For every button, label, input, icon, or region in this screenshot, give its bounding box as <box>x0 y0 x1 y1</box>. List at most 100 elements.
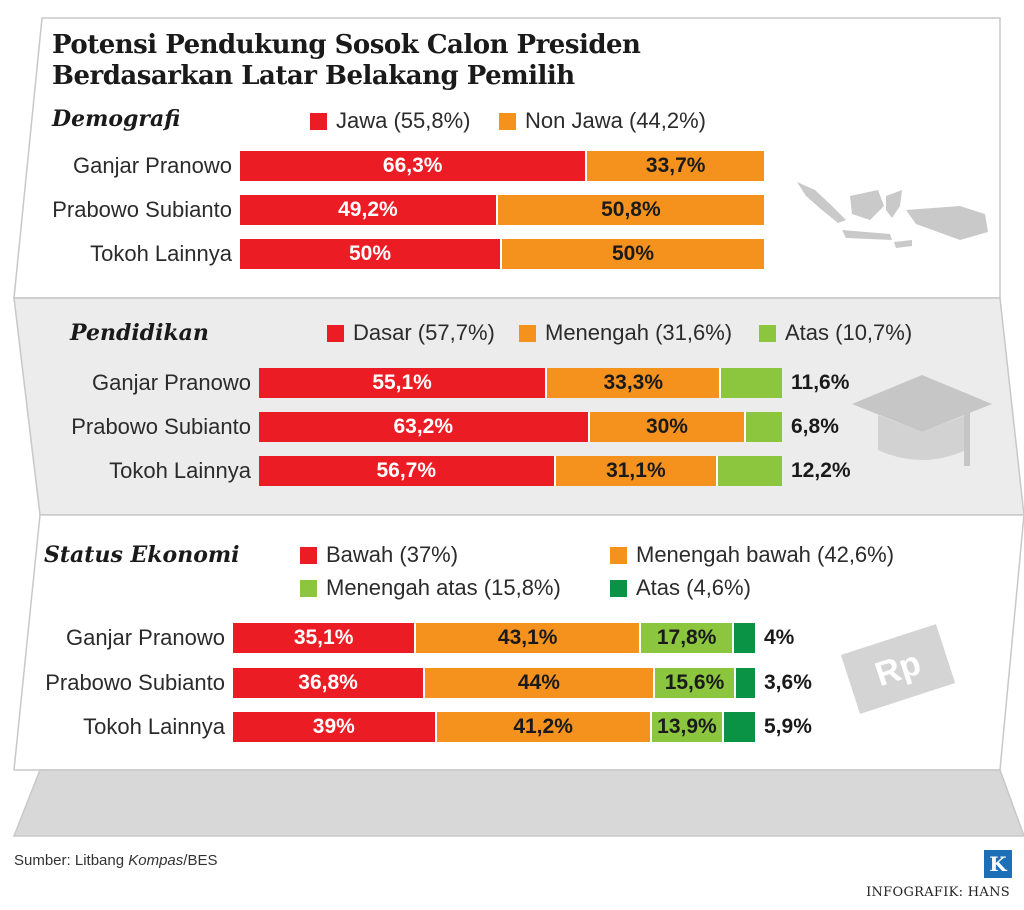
bar-segment-atas <box>736 668 755 698</box>
legend-swatch <box>327 324 344 342</box>
title-line-2: Berdasarkan Latar Belakang Pemilih <box>52 61 575 91</box>
data-label: 55,1% <box>372 371 432 394</box>
bar-segment-dasar: 55,1% <box>259 368 548 398</box>
bar-segment-non-jawa: 50,8% <box>497 195 764 225</box>
legend-label: Bawah (37%) <box>326 542 459 567</box>
data-label: 17,8% <box>656 626 717 649</box>
source-note: Sumber: Litbang Kompas/BES <box>14 852 217 869</box>
legend-item-demografi-1: Non Jawa (44,2%) <box>499 108 706 133</box>
row-label-ganjar-pranowo: Ganjar Pranowo <box>92 370 251 395</box>
title-line-1: Potensi Pendukung Sosok Calon Presiden <box>52 30 641 60</box>
bar-segment-jawa: 49,2% <box>240 195 498 225</box>
legend-label: Dasar (57,7%) <box>353 320 495 345</box>
data-label: 13,9% <box>657 715 717 738</box>
bar-row-prabowo-subianto: 36,8% 44% 15,6% <box>233 668 755 698</box>
data-label: 50% <box>611 242 655 265</box>
legend-swatch <box>610 546 627 564</box>
bar-segment-menengah-bawah: 43,1% <box>416 623 642 653</box>
data-label: 56,7% <box>376 459 437 482</box>
legend-label: Atas (4,6%) <box>636 575 751 600</box>
section-title-pendidikan: Pendidikan <box>70 320 209 346</box>
legend-item-status-ekonomi-0: Bawah (37%) <box>300 542 459 567</box>
bar-row-tokoh-lainnya: 56,7% 31,1% <box>259 456 782 486</box>
row-label-tokoh-lainnya: Tokoh Lainnya <box>83 714 225 739</box>
legend-label: Menengah (31,6%) <box>545 320 733 345</box>
legend-item-pendidikan-0: Dasar (57,7%) <box>327 320 495 345</box>
legend-item-pendidikan-2: Atas (10,7%) <box>759 320 912 345</box>
row-label-tokoh-lainnya: Tokoh Lainnya <box>109 458 251 483</box>
bar-segment-menengah-bawah: 41,2% <box>436 712 652 742</box>
legend-swatch <box>610 579 627 597</box>
bar-segment-jawa: 66,3% <box>240 151 588 181</box>
rupiah-label: Rp <box>870 643 926 694</box>
data-label-outside: 3,6% <box>764 671 812 694</box>
bar-segment-dasar: 56,7% <box>259 456 556 486</box>
source-italic: Kompas <box>128 852 184 869</box>
source-prefix: Sumber: Litbang <box>14 852 129 869</box>
row-label-tokoh-lainnya: Tokoh Lainnya <box>90 241 232 266</box>
bar-segment-menengah-atas: 15,6% <box>654 668 737 698</box>
section-title-ekonomi: Status Ekonomi <box>44 542 240 568</box>
bar-row-prabowo-subianto: 63,2% 30% <box>259 412 782 442</box>
row-label-ganjar-pranowo: Ganjar Pranowo <box>66 625 225 650</box>
kompas-logo-icon: K <box>984 850 1012 878</box>
data-label: 33,3% <box>603 371 664 394</box>
legend-item-status-ekonomi-2: Menengah atas (15,8%) <box>300 575 561 600</box>
bar-row-ganjar-pranowo: 66,3% 33,7% <box>240 151 764 181</box>
legend-item-demografi-0: Jawa (55,8%) <box>310 108 471 133</box>
data-label: 50,8% <box>601 198 661 221</box>
logo-letter: K <box>989 852 1007 876</box>
data-label: 63,2% <box>393 415 454 438</box>
bar-segment-menengah-atas: 17,8% <box>641 623 735 653</box>
legend-swatch <box>300 579 317 597</box>
data-label: 66,3% <box>382 154 443 177</box>
data-label: 50% <box>348 242 392 265</box>
bar-row-tokoh-lainnya: 50% 50% <box>240 239 764 269</box>
bar-segment-atas <box>746 412 782 442</box>
legend-item-status-ekonomi-3: Atas (4,6%) <box>610 575 751 600</box>
legend-label: Jawa (55,8%) <box>336 108 471 133</box>
row-label-prabowo-subianto: Prabowo Subianto <box>52 197 232 222</box>
data-label: 30% <box>645 415 688 438</box>
bar-segment-bawah: 35,1% <box>233 623 417 653</box>
legend-swatch <box>310 112 327 130</box>
legend-label: Menengah bawah (42,6%) <box>636 542 895 567</box>
row-label-prabowo-subianto: Prabowo Subianto <box>71 414 251 439</box>
section-title-demografi: Demografi <box>52 106 181 132</box>
data-label-outside: 12,2% <box>791 459 851 482</box>
data-label: 39% <box>312 715 355 738</box>
data-label-outside: 6,8% <box>791 415 839 438</box>
bar-segment-jawa: 50% <box>240 239 502 269</box>
bar-segment-bawah: 36,8% <box>233 668 426 698</box>
legend-swatch <box>519 324 536 342</box>
bar-segment-dasar: 63,2% <box>259 412 590 442</box>
bar-row-ganjar-pranowo: 55,1% 33,3% <box>259 368 782 398</box>
row-label-ganjar-pranowo: Ganjar Pranowo <box>73 153 232 178</box>
legend-swatch <box>759 324 776 342</box>
graduation-cap-icon <box>852 375 992 466</box>
data-label: 41,2% <box>513 715 573 738</box>
data-label-outside: 5,9% <box>764 715 812 738</box>
bar-segment-non-jawa: 33,7% <box>587 151 764 181</box>
bar-row-tokoh-lainnya: 39% 41,2% 13,9% <box>233 712 755 742</box>
bar-segment-non-jawa: 50% <box>502 239 764 269</box>
legend-swatch <box>499 112 516 130</box>
legend-label: Menengah atas (15,8%) <box>326 575 561 600</box>
source-suffix: /BES <box>183 852 218 869</box>
data-label: 33,7% <box>645 154 706 177</box>
legend-item-pendidikan-1: Menengah (31,6%) <box>519 320 733 345</box>
bar-segment-menengah: 30% <box>589 412 747 442</box>
legend-swatch <box>300 546 317 564</box>
data-label: 35,1% <box>293 626 354 649</box>
chart-title: Potensi Pendukung Sosok Calon Presiden B… <box>52 30 641 92</box>
bar-segment-menengah: 31,1% <box>555 456 719 486</box>
bar-segment-atas <box>718 456 782 486</box>
bar-segment-menengah: 33,3% <box>547 368 722 398</box>
data-label: 31,1% <box>606 459 666 482</box>
panel-bottom-fold <box>12 769 1024 837</box>
data-label: 36,8% <box>298 671 358 694</box>
legend-item-status-ekonomi-1: Menengah bawah (42,6%) <box>610 542 895 567</box>
row-label-prabowo-subianto: Prabowo Subianto <box>45 670 225 695</box>
bar-row-ganjar-pranowo: 35,1% 43,1% 17,8% <box>233 623 755 653</box>
bar-segment-menengah-bawah: 44% <box>425 668 655 698</box>
